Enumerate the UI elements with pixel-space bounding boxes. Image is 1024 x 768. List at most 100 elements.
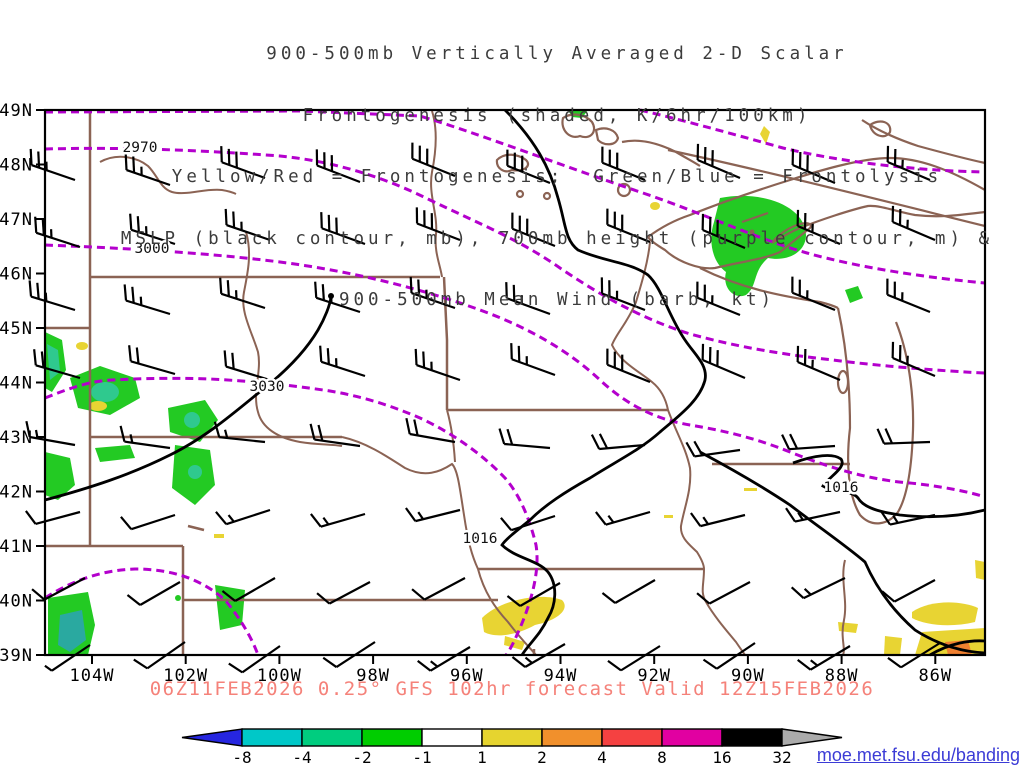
wind-barb bbox=[590, 433, 646, 451]
svg-text:49N: 49N bbox=[0, 101, 33, 121]
wind-barb bbox=[606, 348, 651, 384]
svg-text:86W: 86W bbox=[918, 666, 952, 686]
colorbar-segment bbox=[721, 728, 783, 747]
colorbar-tick-label: 2 bbox=[537, 748, 547, 767]
wind-barb bbox=[319, 345, 366, 378]
wind-barb bbox=[411, 577, 466, 601]
wind-barb bbox=[417, 646, 471, 672]
wind-barb bbox=[886, 278, 931, 314]
colorbar: -8 -4 -2 -1 1 2 4 8 16 32 bbox=[181, 728, 843, 767]
wind-barb bbox=[506, 582, 561, 607]
wind-barb bbox=[505, 282, 551, 316]
wind-barb bbox=[314, 281, 361, 314]
wind-barb bbox=[34, 216, 81, 249]
svg-text:100W: 100W bbox=[257, 666, 302, 686]
wind-barb bbox=[221, 577, 276, 602]
svg-text:43N: 43N bbox=[0, 428, 33, 448]
wind-barb bbox=[690, 512, 746, 528]
svg-text:96W: 96W bbox=[450, 666, 484, 686]
svg-text:90W: 90W bbox=[731, 666, 765, 686]
wind-barb bbox=[791, 276, 836, 312]
wind-barb bbox=[129, 213, 176, 246]
wind-barb bbox=[886, 145, 931, 182]
colorbar-segment bbox=[301, 728, 363, 747]
map-title-block: 900-500mb Vertically Averaged 2-D Scalar… bbox=[50, 3, 1024, 352]
wind-barb bbox=[215, 508, 271, 526]
colorbar-segment bbox=[601, 728, 663, 747]
svg-text:41N: 41N bbox=[0, 537, 33, 557]
wind-barb-layer bbox=[25, 142, 941, 674]
mslp-label-west: 1016 bbox=[463, 531, 498, 547]
wind-barb bbox=[506, 149, 551, 185]
wind-barb bbox=[405, 417, 456, 444]
colorbar-segment bbox=[421, 728, 483, 747]
wind-barb bbox=[601, 579, 656, 604]
colorbar-tick-label: -4 bbox=[292, 748, 311, 767]
wind-barb bbox=[696, 581, 751, 605]
wind-barb bbox=[123, 284, 171, 316]
wind-barb bbox=[791, 148, 836, 185]
wind-barb bbox=[797, 645, 851, 671]
svg-text:39N: 39N bbox=[0, 646, 33, 666]
wind-barb bbox=[796, 345, 841, 382]
wind-barb bbox=[405, 507, 461, 523]
wind-barb bbox=[881, 579, 936, 603]
wind-barb bbox=[44, 644, 91, 672]
colorbar-tick-label: -2 bbox=[352, 748, 371, 767]
site-link[interactable]: moe.met.fsu.edu/banding bbox=[816, 745, 1020, 765]
title-line-5: 900-500mb Mean Wind (barb, kt) bbox=[338, 290, 776, 310]
wind-barb bbox=[228, 645, 281, 674]
wind-barb bbox=[607, 645, 661, 672]
wind-barb bbox=[124, 153, 171, 187]
wind-barb bbox=[601, 146, 646, 182]
colorbar-tick-label: -8 bbox=[232, 748, 251, 767]
wind-barb bbox=[310, 512, 366, 528]
wind-barb bbox=[411, 142, 456, 178]
wind-barb bbox=[685, 440, 741, 458]
wind-barb bbox=[415, 207, 461, 242]
wind-barb bbox=[224, 208, 271, 242]
rivers bbox=[99, 110, 847, 656]
wind-barb bbox=[511, 212, 556, 248]
colorbar-segment bbox=[241, 728, 303, 747]
wind-barb bbox=[33, 349, 81, 380]
height-label-2970: 2970 bbox=[123, 140, 158, 156]
frontolysis-shading bbox=[45, 110, 863, 655]
wind-barb bbox=[409, 276, 456, 310]
svg-text:45N: 45N bbox=[0, 319, 33, 339]
mslp-contours bbox=[44, 109, 986, 657]
colorbar-segment bbox=[481, 728, 543, 747]
wind-barb bbox=[223, 350, 271, 382]
title-line-2: Frontogenesis (shaded, K/6hr/100km) bbox=[302, 105, 812, 126]
wind-barb bbox=[701, 213, 746, 250]
colorbar-tick-label: 8 bbox=[657, 748, 667, 767]
wind-barb bbox=[891, 205, 936, 242]
wind-barb bbox=[696, 143, 741, 180]
colorbar-segment bbox=[661, 728, 723, 747]
wind-barb bbox=[25, 510, 81, 525]
wind-barb bbox=[701, 343, 746, 380]
colorbar-tick-label: 32 bbox=[772, 748, 791, 767]
title-line-3: Yellow/Red = Frontogenesis; Green/Blue =… bbox=[171, 167, 943, 187]
title-line-4: MSLP (black contour, mb), 700mb height (… bbox=[120, 228, 994, 249]
wind-barb bbox=[880, 510, 936, 526]
wind-barb bbox=[696, 281, 741, 317]
colorbar-tick-label: -1 bbox=[412, 748, 431, 767]
title-line-1: 900-500mb Vertically Averaged 2-D Scalar bbox=[266, 44, 848, 64]
wind-barb bbox=[128, 345, 176, 376]
wind-barb bbox=[322, 641, 376, 668]
axes: 49N 48N 47N 46N 45N 44N 43N 42N 41N 40N 39N 104W 102… bbox=[0, 101, 952, 686]
colorbar-segment bbox=[361, 728, 423, 747]
wind-barb bbox=[785, 507, 841, 523]
wind-barb bbox=[510, 343, 556, 377]
svg-text:42N: 42N bbox=[0, 483, 33, 503]
svg-text:88W: 88W bbox=[825, 666, 859, 686]
svg-text:104W: 104W bbox=[70, 666, 115, 686]
svg-text:46N: 46N bbox=[0, 265, 33, 285]
wind-barb bbox=[414, 348, 461, 382]
svg-text:92W: 92W bbox=[637, 666, 671, 686]
wind-barb bbox=[781, 433, 836, 451]
svg-text:102W: 102W bbox=[163, 666, 208, 686]
